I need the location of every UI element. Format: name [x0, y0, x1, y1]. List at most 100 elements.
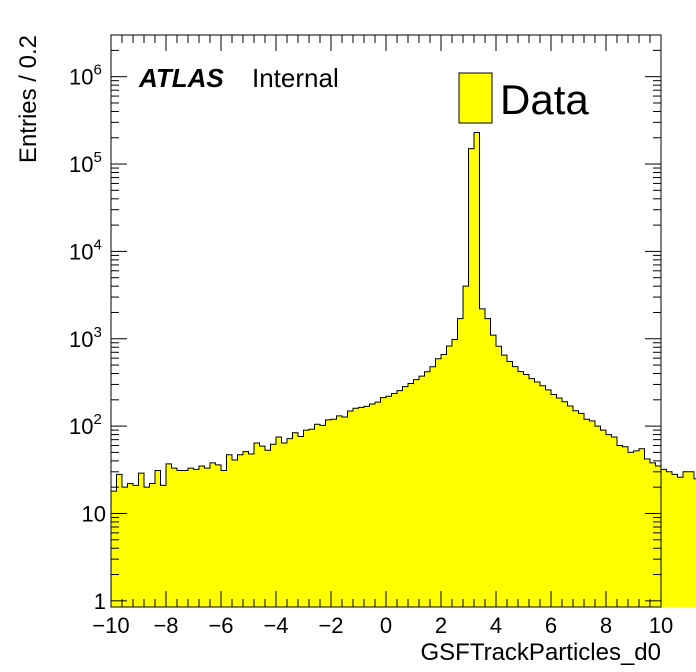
histogram-bar — [309, 429, 315, 607]
x-tick-label: 0 — [380, 613, 392, 638]
histogram-bar — [457, 318, 464, 607]
histogram-bar — [534, 381, 541, 607]
histogram-bar — [369, 404, 376, 607]
histogram-bar — [215, 464, 222, 607]
histogram-bar — [166, 463, 172, 607]
histogram-bar — [380, 397, 387, 607]
histogram-bar — [611, 437, 618, 607]
y-tick-label: 102 — [69, 411, 102, 439]
histogram-bar — [237, 454, 244, 607]
histogram-bar — [446, 346, 453, 607]
legend-entry-data: Data — [500, 76, 589, 123]
histogram-bar — [199, 465, 205, 607]
x-tick-labels: −10 −8 −6 −4 −2 0 2 4 6 8 10 — [92, 613, 673, 638]
axis-ticks — [110, 34, 662, 607]
histogram-bar — [182, 470, 189, 607]
x-tick-label: 8 — [600, 613, 612, 638]
histogram-bar — [551, 394, 557, 607]
histogram-bar — [358, 407, 365, 607]
histogram-bar — [430, 366, 436, 607]
y-tick-label: 104 — [69, 236, 102, 264]
histogram-bar — [424, 371, 431, 607]
histogram-outline — [111, 131, 696, 492]
histogram-bar — [578, 413, 585, 607]
histogram-bar — [232, 459, 238, 607]
histogram-bar — [347, 410, 354, 607]
histogram-bar — [314, 424, 321, 607]
histogram-bar — [485, 318, 491, 607]
histogram-bar — [204, 468, 211, 607]
histogram-bar — [468, 148, 475, 607]
histogram-bar — [479, 308, 486, 607]
histogram-bar — [243, 451, 249, 607]
histogram-bar — [111, 491, 117, 607]
y-tick-label: 106 — [69, 62, 102, 90]
x-axis-label: GSFTrackParticles_d0 — [420, 639, 661, 666]
x-tick-label: 10 — [649, 613, 673, 638]
histogram-bar — [617, 445, 623, 607]
histogram-bar — [276, 437, 282, 607]
histogram-bar — [397, 390, 403, 607]
histogram-bar — [441, 354, 447, 607]
histogram-bar — [138, 473, 145, 607]
y-tick-label: 10 — [82, 501, 106, 526]
y-tick-label: 105 — [69, 149, 102, 177]
histogram-bar — [573, 410, 579, 607]
histogram-bar — [331, 419, 337, 607]
histogram-bar — [386, 396, 392, 607]
histogram-bar — [127, 483, 134, 607]
histogram-bar — [155, 470, 161, 607]
histogram-bar — [149, 483, 156, 607]
y-tick-label: 103 — [69, 324, 102, 352]
x-tick-label: 2 — [435, 613, 447, 638]
histogram-bar — [628, 452, 634, 607]
histogram-bar — [694, 478, 696, 607]
histogram-bar — [391, 393, 398, 607]
histogram-bar — [210, 462, 216, 607]
histogram-bar — [292, 432, 299, 607]
histogram-bar — [221, 470, 227, 607]
histogram-bar — [248, 453, 255, 607]
histogram-bar — [287, 438, 293, 607]
x-tick-label: −2 — [318, 613, 343, 638]
histogram-bar — [545, 389, 552, 607]
histogram-bar — [325, 419, 332, 607]
histogram-bar — [474, 132, 480, 608]
y-axis-label: Entries / 0.2 — [15, 35, 42, 163]
histogram-bar — [655, 465, 662, 607]
plot-frame-top — [110, 34, 662, 608]
histogram-bar — [523, 374, 530, 607]
histogram-bar — [193, 469, 200, 607]
x-tick-label: −8 — [153, 613, 178, 638]
legend-swatch — [458, 72, 493, 124]
histogram-bar — [490, 335, 497, 607]
histogram-bar — [496, 346, 502, 607]
histogram-bar — [639, 448, 645, 607]
histogram-bar — [144, 487, 150, 607]
histogram-bar — [364, 406, 370, 607]
histogram-bar — [672, 474, 678, 607]
histogram-bar — [419, 376, 425, 607]
histogram-bar — [600, 430, 607, 607]
histogram-bar — [133, 485, 139, 607]
histogram-bar — [413, 379, 420, 607]
histogram-bar — [116, 474, 123, 607]
histogram-bar — [320, 425, 326, 607]
histogram-bar — [254, 443, 260, 607]
histogram-bar — [595, 426, 601, 607]
histogram-bar — [683, 471, 689, 607]
histogram-bars — [111, 131, 696, 608]
histogram-bar — [160, 485, 167, 607]
x-tick-label: 4 — [490, 613, 502, 638]
histogram-bar — [408, 383, 414, 607]
histogram-bar — [584, 419, 590, 607]
histogram-bar — [507, 361, 513, 607]
histogram-bar — [562, 401, 568, 607]
histogram-bar — [622, 446, 629, 607]
histogram-bar — [677, 477, 684, 607]
histogram-bar — [529, 378, 535, 607]
histogram-bar — [353, 408, 359, 607]
histogram-bar — [122, 487, 128, 607]
y-tick-label: 1 — [94, 589, 106, 614]
